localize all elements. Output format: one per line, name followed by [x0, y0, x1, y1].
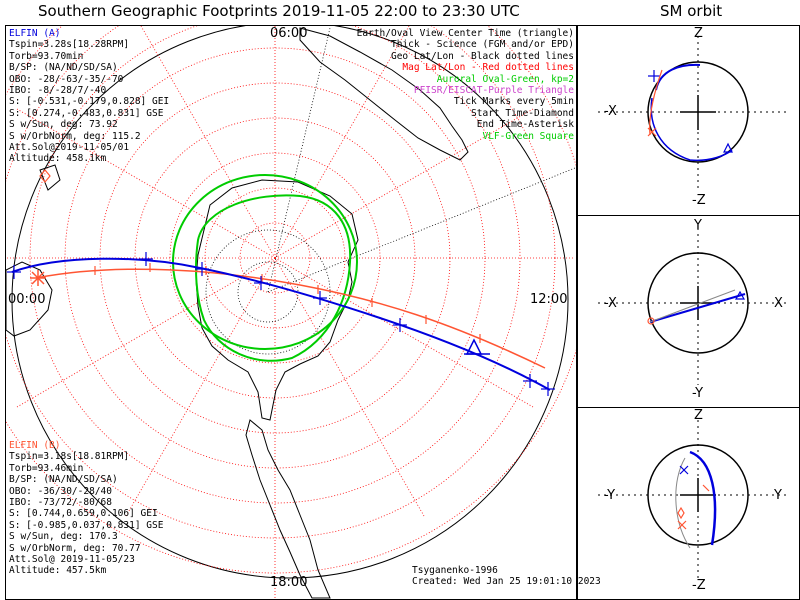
- time-label-top: 06:00: [270, 26, 308, 41]
- elfin-b-info: ELFIN (B) Tspin=3.18s[18.81RPM] Torb=93.…: [9, 440, 163, 577]
- elfin-b-end-asterisk: [30, 270, 46, 286]
- orbit-panel-3-graphics: [598, 420, 790, 580]
- legend-item: Thick - Science (FGM and/or EPD): [390, 39, 574, 51]
- orbit-3-right-label: Y: [774, 488, 782, 503]
- geo-lon-lines: [267, 27, 576, 293]
- elfin-a-line: S: [-0.531,-0.179,0.828] GEI: [9, 96, 170, 108]
- auroral-oval-inner: [195, 194, 352, 362]
- time-label-left: 00:00: [8, 292, 46, 307]
- elfin-a-line: Att.Sol@2019-11-05/01: [9, 142, 130, 154]
- orbit-title: SM orbit: [660, 2, 723, 20]
- elfin-b-line: S: [-0.985,0.037,0.831] GSE: [9, 519, 164, 531]
- orbit-2-left-label: -X: [604, 296, 617, 311]
- elfin-b-line: S: [0.744,0.659,0.106] GEI: [9, 508, 158, 520]
- credits-created: Created: Wed Jan 25 19:01:10 2023: [412, 576, 601, 588]
- africa-outline: [299, 27, 469, 161]
- auroral-oval-outer: [172, 174, 358, 350]
- elfin-b-line: S w/OrbNorm, deg: 70.77: [9, 542, 141, 554]
- elfin-b-line: Att.Sol@ 2019-11-05/23: [9, 554, 135, 566]
- legend-item: Mag Lat/Lon - Red dotted lines: [402, 62, 574, 74]
- legend-item: PFISR/EISCAT-Purple Triangle: [413, 85, 574, 97]
- orbit-1-top-label: Z: [694, 26, 703, 41]
- elfin-a-line: S w/OrbNorm, deg: 115.2: [9, 130, 141, 142]
- time-label-right: 12:00: [530, 292, 568, 307]
- legend-item: Geo Lat/Lon - Black dotted lines: [390, 50, 574, 62]
- orbit-3-left-label: -Y: [604, 488, 616, 503]
- orbit-2-bottom-label: -Y: [692, 386, 704, 401]
- australia-outline: [6, 261, 53, 337]
- elfin-b-line: Altitude: 457.5km: [9, 565, 107, 577]
- legend-item: Tick Marks every 5min: [453, 96, 574, 108]
- antarctica-outline: [195, 179, 359, 421]
- page-title: Southern Geographic Footprints 2019-11-0…: [38, 2, 520, 20]
- legend-item: VLF-Green Square: [482, 130, 574, 142]
- earth-limb: [11, 26, 569, 579]
- elfin-a-ticks: [7, 252, 555, 396]
- orbit-2-top-label: Y: [694, 218, 702, 233]
- orbit-3-bottom-label: -Z: [692, 578, 706, 593]
- elfin-a-name: ELFIN (A): [9, 28, 61, 39]
- elfin-b-track: [35, 268, 546, 369]
- elfin-a-line: Torb=93.70min: [9, 50, 84, 62]
- credits-author: Tsyganenko-1996: [412, 565, 498, 576]
- legend-item: End Time-Asterisk: [476, 119, 574, 131]
- orbit-1-left-label: -X: [604, 104, 617, 119]
- orbit-panel-2-graphics: [598, 228, 790, 385]
- legend-item: Auroral Oval-Green, kp=2: [436, 73, 574, 85]
- elfin-a-info: ELFIN (A) Tspin=3.28s[18.28RPM] Torb=93.…: [9, 28, 169, 165]
- elfin-b-line: B/SP: (NA/ND/SD/SA): [9, 474, 118, 486]
- elfin-b-name: ELFIN (B): [9, 440, 61, 451]
- south-america-outline: [245, 419, 331, 599]
- elfin-b-line: OBO: -36/30/-28/40: [9, 485, 112, 497]
- elfin-a-line: OBO: -28/-63/-35/-70: [9, 73, 124, 85]
- island-outline: [39, 164, 61, 191]
- credits: Tsyganenko-1996 Created: Wed Jan 25 19:0…: [412, 565, 601, 588]
- elfin-a-line: IBO: -8/-28/7/-40: [9, 85, 107, 97]
- elfin-b-line: IBO: -73/72/-80/68: [9, 497, 112, 509]
- legend-item: Earth/Oval View Center Time (triangle): [356, 28, 574, 39]
- orbit-panel-1-graphics: [598, 36, 790, 192]
- elfin-b-line: S w/Sun, deg: 170.3: [9, 531, 118, 543]
- elfin-b-line: Torb=93.46min: [9, 462, 84, 474]
- elfin-a-line: Altitude: 458.1km: [9, 153, 107, 165]
- orbit-3-top-label: Z: [694, 408, 703, 423]
- mag-lon-lines: [6, 26, 573, 599]
- legend: Earth/Oval View Center Time (triangle) T…: [357, 28, 574, 142]
- start-diamond-b: [39, 169, 51, 183]
- elfin-b-line: Tspin=3.18s[18.81RPM]: [9, 451, 130, 463]
- orbit-1-bottom-label: -Z: [692, 193, 706, 208]
- elfin-a-line: S: [0.274,-0.483,0.831] GSE: [9, 107, 164, 119]
- elfin-a-line: S w/Sun, deg: 73.92: [9, 119, 118, 131]
- time-label-bottom: 18:00: [270, 575, 308, 590]
- elfin-a-line: B/SP: (NA/ND/SD/SA): [9, 62, 118, 74]
- elfin-a-line: Tspin=3.28s[18.28RPM]: [9, 39, 130, 51]
- orbit-2-right-label: X: [774, 296, 783, 311]
- legend-item: Start Time-Diamond: [471, 107, 574, 119]
